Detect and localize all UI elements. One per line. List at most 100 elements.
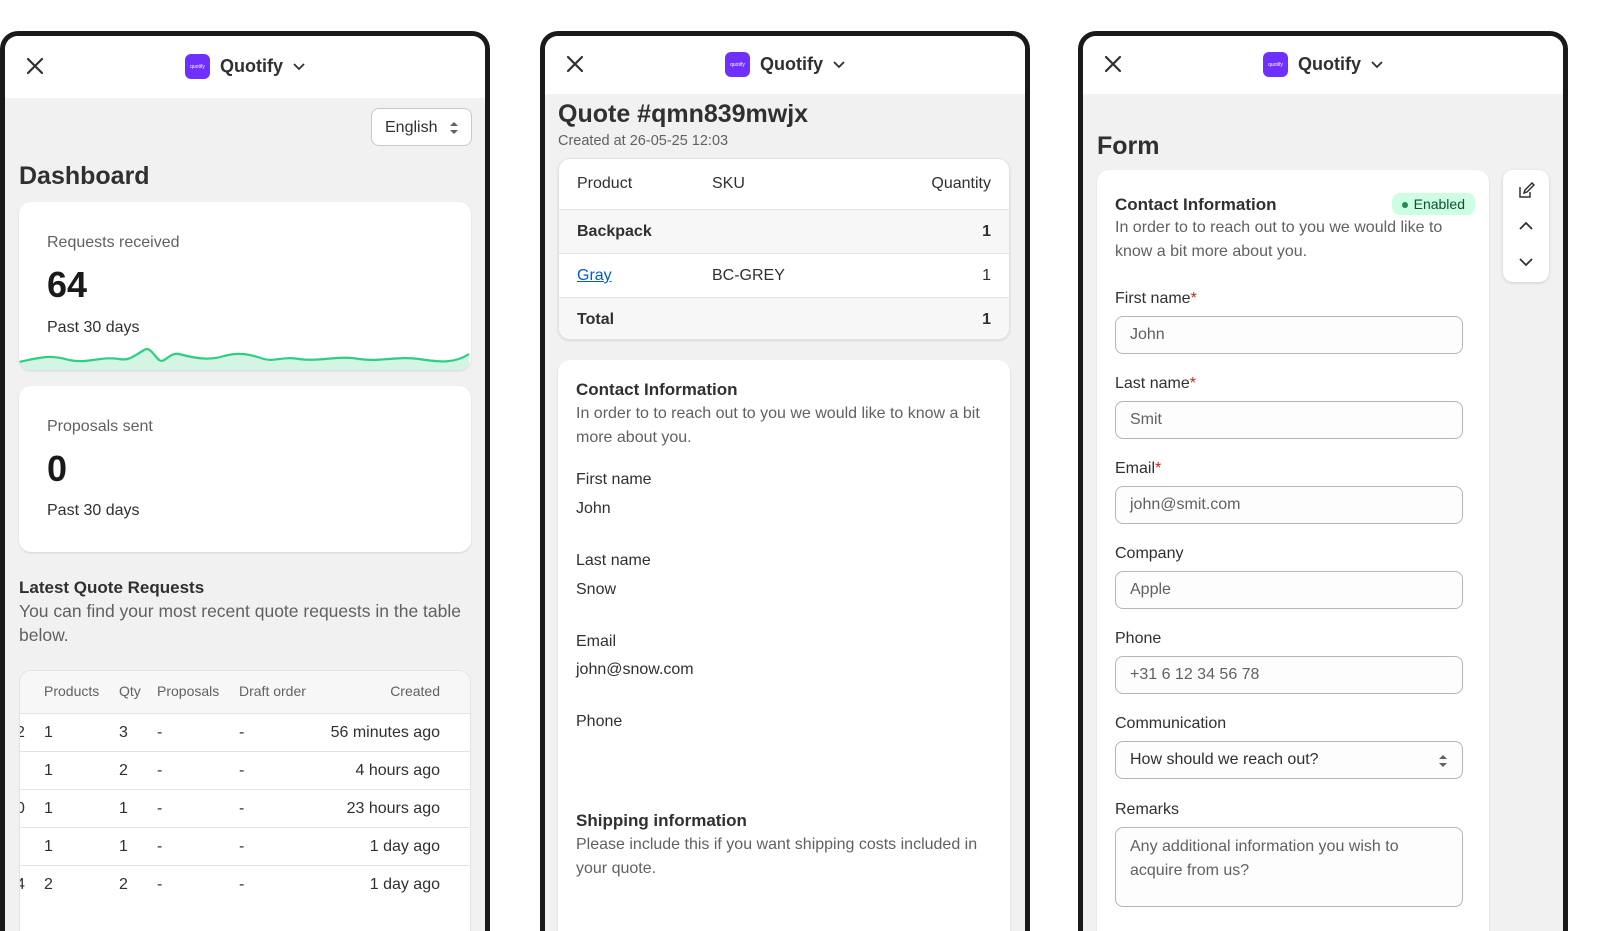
email-value: john@snow.com [576, 661, 694, 678]
row-draft: - [239, 800, 245, 817]
row-products: 1 [44, 762, 53, 779]
table-row[interactable]: 2 1 3 - - 56 minutes ago [20, 713, 470, 751]
row-total-label: Total [577, 311, 615, 328]
latest-requests-subtitle: You can find your most recent quote requ… [19, 601, 461, 645]
requests-card: Requests received 64 Past 30 days [19, 202, 471, 370]
row-draft: - [239, 724, 245, 741]
row-proposals: - [157, 876, 163, 893]
requests-period: Past 30 days [47, 319, 140, 336]
row-created: 1 day ago [369, 876, 440, 893]
section-title: Contact Information [1115, 195, 1277, 214]
app-switcher[interactable]: quotify Quotify [545, 52, 1025, 77]
proposals-card: Proposals sent 0 Past 30 days [19, 386, 471, 552]
last-name-label: Last name* [1115, 375, 1196, 392]
required-marker: * [1189, 375, 1196, 392]
row-created: 56 minutes ago [330, 724, 440, 741]
app-name: Quotify [220, 56, 283, 76]
email-label: Email [576, 633, 617, 650]
table-row[interactable]: 4 2 2 - - 1 day ago [20, 865, 470, 903]
last-name-value: Snow [576, 581, 617, 598]
row-qty: 1 [119, 838, 128, 855]
close-icon[interactable] [565, 54, 585, 74]
chevron-down-icon [833, 60, 845, 68]
edit-icon[interactable] [1517, 182, 1535, 200]
last-name-field[interactable]: Smit [1115, 401, 1463, 439]
row-proposals: - [157, 800, 163, 817]
row-qty: 3 [119, 724, 128, 741]
app-name: Quotify [760, 54, 823, 74]
requests-value: 64 [47, 264, 88, 305]
required-marker: * [1155, 460, 1162, 477]
table-row[interactable]: 0 1 1 - - 23 hours ago [20, 789, 470, 827]
quote-screen: quotify Quotify Quote #qmn839mwjx Create… [540, 31, 1030, 931]
requests-table: Products Qty Proposals Draft order Creat… [19, 670, 471, 931]
contact-subtitle: In order to to reach out to you we would… [576, 405, 980, 446]
remarks-textarea[interactable]: Any additional information you wish to a… [1115, 827, 1463, 907]
row-sku: BC-GREY [712, 267, 785, 284]
phone-label: Phone [576, 713, 623, 730]
language-value: English [385, 119, 438, 136]
first-name-label: First name [576, 471, 652, 488]
chevron-down-icon[interactable] [1519, 258, 1533, 267]
col-proposals: Proposals [157, 683, 220, 699]
table-row: Backpack 1 [559, 209, 1009, 253]
quote-title: Quote #qmn839mwjx [558, 100, 809, 128]
row-draft: - [239, 838, 245, 855]
row-draft: - [239, 876, 245, 893]
row-products: 1 [44, 838, 53, 855]
select-arrows-icon [1439, 755, 1447, 767]
contact-card: Contact Information In order to to reach… [558, 360, 1010, 931]
language-select[interactable]: English [371, 108, 472, 146]
required-marker: * [1190, 290, 1197, 307]
row-draft: - [239, 762, 245, 779]
row-proposals: - [157, 762, 163, 779]
phone-field[interactable]: +31 6 12 34 56 78 [1115, 656, 1463, 694]
chevron-down-icon [1371, 60, 1383, 68]
dashboard-screen: quotify Quotify English Dashboard Reques… [0, 31, 490, 931]
row-proposals: - [157, 724, 163, 741]
close-icon[interactable] [25, 56, 45, 76]
communication-label: Communication [1115, 715, 1227, 732]
email-field[interactable]: john@smit.com [1115, 486, 1463, 524]
table-row: Gray BC-GREY 1 [559, 253, 1009, 297]
shipping-title: Shipping information [576, 811, 747, 830]
col-qty: Qty [119, 683, 141, 699]
quotify-logo: quotify [725, 52, 750, 77]
row-quantity: 1 [982, 267, 991, 284]
latest-requests-title: Latest Quote Requests [19, 578, 205, 597]
last-name-label: Last name [576, 552, 651, 569]
select-arrows-icon [450, 122, 458, 134]
company-field[interactable]: Apple [1115, 571, 1463, 609]
company-label: Company [1115, 545, 1184, 562]
table-header: Products Qty Proposals Draft order Creat… [20, 671, 470, 713]
col-sku: SKU [712, 175, 745, 192]
row-product: Backpack [577, 223, 652, 240]
status-badge: Enabled [1391, 193, 1475, 215]
chevron-up-icon[interactable] [1519, 221, 1533, 230]
first-name-field[interactable]: John [1115, 316, 1463, 354]
email-label: Email* [1115, 460, 1162, 477]
quote-created: Created at 26-05-25 12:03 [558, 133, 729, 149]
close-icon[interactable] [1103, 54, 1123, 74]
app-switcher[interactable]: quotify Quotify [5, 54, 485, 79]
chevron-down-icon [293, 62, 305, 70]
col-quantity: Quantity [931, 175, 991, 192]
row-lead: 2 [20, 724, 25, 742]
app-switcher[interactable]: quotify Quotify [1083, 52, 1563, 77]
row-qty: 1 [119, 800, 128, 817]
communication-value: How should we reach out? [1130, 751, 1319, 768]
requests-label: Requests received [47, 234, 180, 251]
row-proposals: - [157, 838, 163, 855]
phone-label: Phone [1115, 630, 1162, 647]
variant-link[interactable]: Gray [577, 267, 612, 284]
requests-sparkline [19, 347, 470, 370]
contact-section-card: Contact Information Enabled In order to … [1097, 170, 1489, 931]
remarks-label: Remarks [1115, 801, 1180, 818]
table-row[interactable]: 1 2 - - 4 hours ago [20, 751, 470, 789]
quotify-logo: quotify [185, 54, 210, 79]
table-header: Product SKU Quantity [559, 159, 1009, 209]
shipping-subtitle: Please include this if you want shipping… [576, 836, 978, 877]
communication-select[interactable]: How should we reach out? [1115, 741, 1463, 779]
table-row[interactable]: 1 1 - - 1 day ago [20, 827, 470, 865]
quotify-logo: quotify [1263, 52, 1288, 77]
